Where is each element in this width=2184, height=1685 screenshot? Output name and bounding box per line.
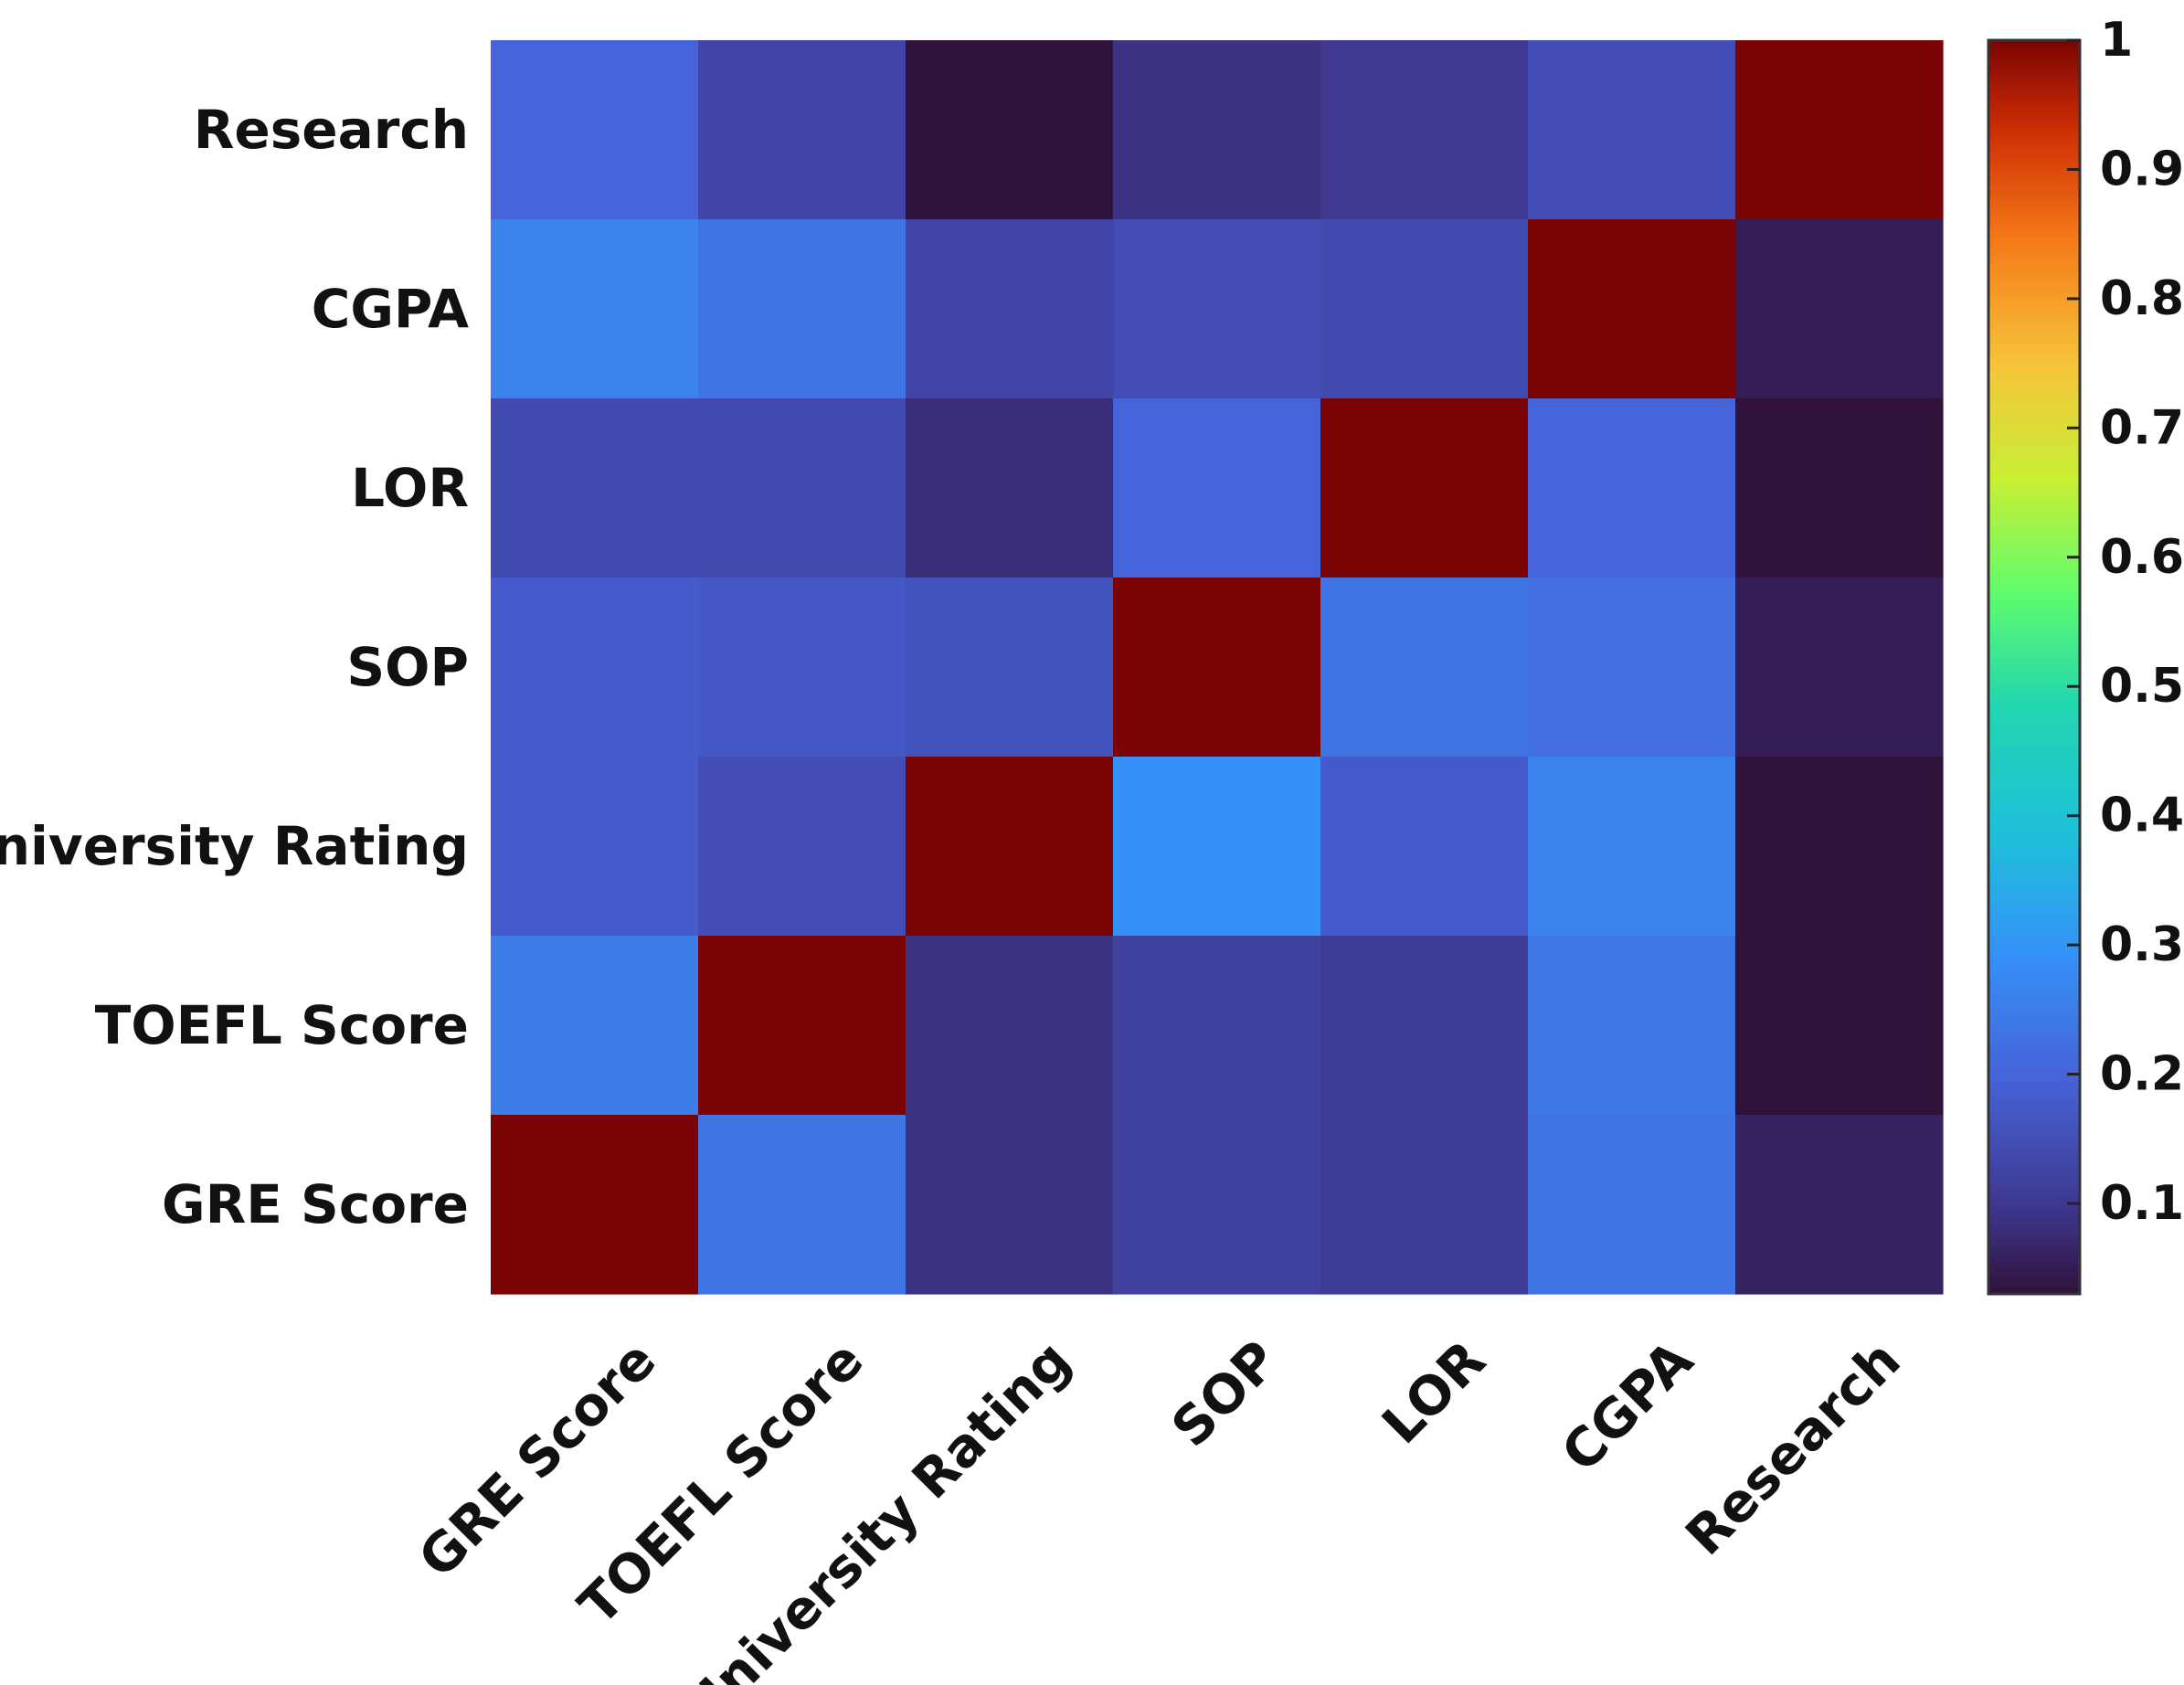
y-tick-label: GRE Score [162, 1173, 469, 1235]
colorbar-tick-label: 0.5 [2100, 659, 2184, 714]
heatmap-cell-r4-c1 [698, 757, 906, 937]
heatmap-cell-r0-c1 [698, 40, 906, 220]
heatmap-cell-r5-c2 [906, 936, 1114, 1116]
heatmap-cell-r6-c0 [491, 1115, 699, 1295]
colorbar-tick-label: 0.6 [2100, 530, 2184, 585]
heatmap-cell-r2-c4 [1320, 398, 1529, 578]
heatmap-cell-r3-c5 [1528, 578, 1736, 758]
heatmap-cell-r3-c2 [906, 578, 1114, 758]
heatmap-cell-r3-c3 [1113, 578, 1321, 758]
heatmap-cell-r0-c6 [1735, 40, 1944, 220]
y-tick-label: LOR [351, 457, 469, 519]
heatmap-cell-r5-c1 [698, 936, 906, 1116]
heatmap-cell-r3-c0 [491, 578, 699, 758]
heatmap-cell-r1-c6 [1735, 219, 1944, 399]
heatmap-cell-r5-c4 [1320, 936, 1529, 1116]
heatmap-cell-r4-c5 [1528, 757, 1736, 937]
y-axis-labels: Research CGPA LOR SOP University Rating TOEF… [0, 99, 469, 1235]
heatmap-cell-r1-c4 [1320, 219, 1529, 399]
heatmap-cell-r2-c6 [1735, 398, 1944, 578]
y-tick-label: University Rating [0, 815, 469, 877]
y-tick-label: SOP [346, 636, 469, 698]
colorbar-gradient [1987, 38, 2082, 1296]
colorbar-tick-label: 0.3 [2100, 917, 2184, 972]
heatmap-cell-r5-c3 [1113, 936, 1321, 1116]
heatmap-cell-r0-c2 [906, 40, 1114, 220]
heatmap-cell-r3-c6 [1735, 578, 1944, 758]
heatmap-cell-r3-c4 [1320, 578, 1529, 758]
heatmap-cell-r2-c0 [491, 398, 699, 578]
heatmap-cell-r2-c2 [906, 398, 1114, 578]
x-tick-label: Research [1673, 1329, 1912, 1567]
heatmap-cell-r2-c5 [1528, 398, 1736, 578]
heatmap-cell-r6-c6 [1735, 1115, 1944, 1295]
heatmap-cell-r4-c3 [1113, 757, 1321, 937]
heatmap-cell-r2-c3 [1113, 398, 1321, 578]
heatmap-cell-r1-c5 [1528, 219, 1736, 399]
heatmap-cell-r5-c5 [1528, 936, 1736, 1116]
colorbar-tick-label: 0.9 [2100, 142, 2184, 196]
heatmap-cell-r4-c6 [1735, 757, 1944, 937]
heatmap-cell-r4-c0 [491, 757, 699, 937]
x-tick-label: CGPA [1550, 1329, 1705, 1484]
heatmap-cell-r1-c0 [491, 219, 699, 399]
colorbar: 0.1 0.2 0.3 0.4 0.5 0.6 0.7 0.8 0.9 1 [1987, 13, 2184, 1296]
heatmap-cell-r3-c1 [698, 578, 906, 758]
colorbar-tick-label: 0.1 [2100, 1176, 2184, 1231]
heatmap-cell-r1-c3 [1113, 219, 1321, 399]
heatmap-cell-r2-c1 [698, 398, 906, 578]
colorbar-tick-label: 0.2 [2100, 1047, 2184, 1102]
heatmap-cell-r5-c6 [1735, 936, 1944, 1116]
y-tick-label: CGPA [312, 278, 469, 340]
colorbar-tick-label: 0.8 [2100, 271, 2184, 326]
heatmap-cells [491, 40, 1944, 1295]
heatmap-cell-r6-c2 [906, 1115, 1114, 1295]
colorbar-ticks: 0.1 0.2 0.3 0.4 0.5 0.6 0.7 0.8 0.9 1 [2067, 13, 2184, 1231]
heatmap-cell-r6-c4 [1320, 1115, 1529, 1295]
colorbar-tick-label: 1 [2100, 13, 2133, 68]
heatmap-cell-r0-c4 [1320, 40, 1529, 220]
colorbar-tick-label: 0.7 [2100, 400, 2184, 455]
heatmap-cell-r4-c2 [906, 757, 1114, 937]
heatmap-cell-r1-c1 [698, 219, 906, 399]
y-tick-label: Research [194, 99, 469, 161]
heatmap-cell-r5-c0 [491, 936, 699, 1116]
colorbar-tick-label: 0.4 [2100, 789, 2184, 843]
heatmap-cell-r1-c2 [906, 219, 1114, 399]
heatmap-cell-r4-c4 [1320, 757, 1529, 937]
heatmap-cell-r0-c0 [491, 40, 699, 220]
y-tick-label: TOEFL Score [95, 994, 469, 1056]
heatmap-cell-r6-c1 [698, 1115, 906, 1295]
x-tick-label: LOR [1370, 1329, 1497, 1456]
heatmap-cell-r0-c3 [1113, 40, 1321, 220]
x-tick-label: SOP [1160, 1329, 1290, 1459]
heatmap-cell-r0-c5 [1528, 40, 1736, 220]
heatmap-cell-r6-c3 [1113, 1115, 1321, 1295]
heatmap-cell-r6-c5 [1528, 1115, 1736, 1295]
